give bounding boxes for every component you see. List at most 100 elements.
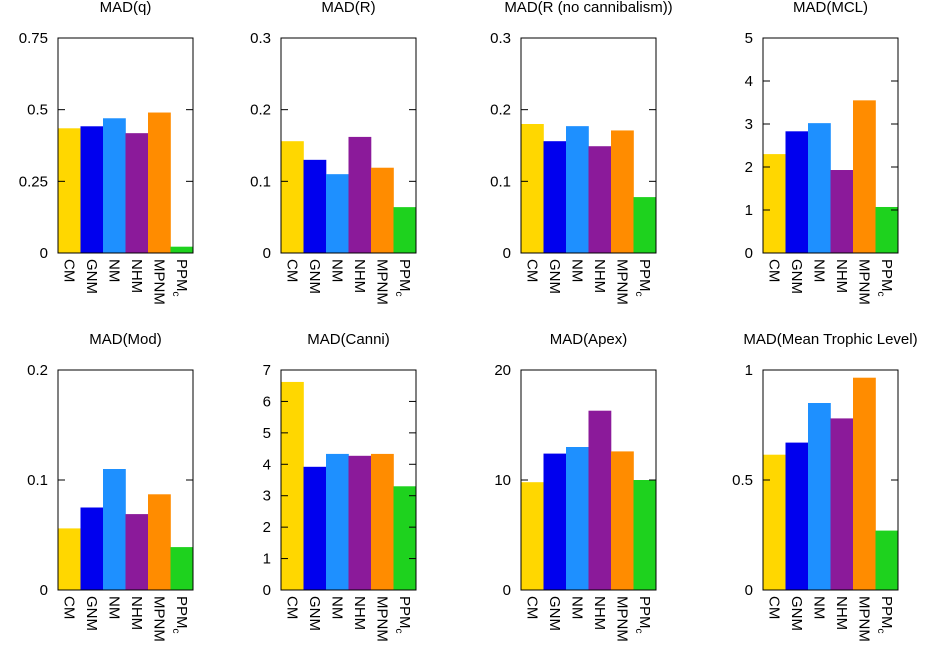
bar-mpnm bbox=[148, 112, 171, 253]
bar-nm bbox=[326, 174, 349, 253]
chart-title: MAD(Canni) bbox=[307, 331, 390, 348]
y-tick-label: 1 bbox=[745, 202, 753, 219]
x-tick-label: PPMc bbox=[633, 259, 653, 297]
y-tick-label: 0.25 bbox=[19, 173, 48, 190]
y-tick-label: 0 bbox=[503, 582, 511, 599]
y-tick-label: 0.2 bbox=[490, 102, 511, 119]
bar-mpnm bbox=[853, 377, 876, 590]
y-tick-label: 0.1 bbox=[27, 472, 48, 489]
x-tick-label: NM bbox=[105, 596, 122, 619]
x-tick-label: MPNM bbox=[150, 259, 167, 305]
bar-cm bbox=[58, 128, 81, 253]
y-tick-label: 5 bbox=[745, 30, 753, 47]
x-tick-label: NM bbox=[810, 259, 827, 282]
y-tick-label: 1 bbox=[745, 362, 753, 379]
y-tick-label: 3 bbox=[263, 488, 271, 505]
x-tick-label: NM bbox=[328, 596, 345, 619]
bar-mpnm bbox=[611, 130, 634, 253]
bar-nhm bbox=[348, 455, 372, 590]
bar-gnm bbox=[543, 453, 567, 590]
chart-panel-5: MAD(Mod) 0 0.1 0.2 CM GNM NM NHM MPNM PPMc bbox=[27, 331, 194, 642]
bar-cm bbox=[521, 482, 544, 590]
bar-mpnm bbox=[371, 167, 394, 253]
x-tick-label: PPMc bbox=[170, 259, 190, 297]
y-tick-label: 0.3 bbox=[250, 30, 271, 47]
bar-nm bbox=[566, 447, 589, 590]
x-tick-label: PPMc bbox=[393, 596, 413, 634]
chart-panel-2: MAD(R) 0 0.1 0.2 0.3 CM GNM NM NHM MPNM PPMc bbox=[250, 0, 417, 305]
x-tick-label: NHM bbox=[351, 259, 368, 293]
x-tick-label: GNM bbox=[546, 596, 563, 631]
bar-gnm bbox=[80, 507, 104, 590]
y-tick-label: 5 bbox=[263, 425, 271, 442]
y-tick-label: 4 bbox=[263, 456, 271, 473]
chart-panel-6: MAD(Canni) 0 1 2 3 4 5 6 7 CM GNM NM NHM MPNM PPMc bbox=[263, 331, 417, 642]
plot-frame bbox=[280, 37, 417, 254]
y-tick-label: 0.2 bbox=[250, 102, 271, 119]
chart-panel-8: MAD(Mean Trophic Level) 0 0.5 1 CM GNM NM NHM MP… bbox=[732, 331, 917, 642]
x-tick-label: CM bbox=[60, 596, 77, 619]
x-tick-label: MPNM bbox=[613, 596, 630, 642]
bar-gnm bbox=[80, 126, 104, 253]
bar-cm bbox=[521, 124, 544, 253]
x-tick-label: GNM bbox=[83, 259, 100, 294]
bar-cm bbox=[281, 141, 304, 253]
bar-mpnm bbox=[371, 453, 394, 590]
bar-nhm bbox=[588, 410, 612, 590]
x-tick-label: GNM bbox=[306, 596, 323, 631]
y-tick-label: 0 bbox=[263, 245, 271, 262]
x-tick-label: GNM bbox=[788, 259, 805, 294]
chart-title: MAD(R) bbox=[321, 0, 375, 16]
chart-title: MAD(Apex) bbox=[550, 331, 628, 348]
y-tick-label: 0 bbox=[745, 245, 753, 262]
bar-nm bbox=[326, 453, 349, 590]
bar-nhm bbox=[830, 170, 854, 253]
y-tick-label: 0.3 bbox=[490, 30, 511, 47]
x-tick-label: MPNM bbox=[855, 259, 872, 305]
y-tick-label: 0.5 bbox=[27, 102, 48, 119]
bar-nm bbox=[808, 123, 831, 253]
x-tick-label: CM bbox=[60, 259, 77, 282]
y-tick-label: 0 bbox=[40, 245, 48, 262]
x-tick-label: CM bbox=[523, 596, 540, 619]
x-tick-label: NHM bbox=[128, 596, 145, 630]
x-tick-label: NHM bbox=[128, 259, 145, 293]
x-tick-label: PPMc bbox=[170, 596, 190, 634]
x-tick-label: CM bbox=[283, 259, 300, 282]
bar-mpnm bbox=[611, 451, 634, 590]
y-tick-label: 4 bbox=[745, 73, 753, 90]
chart-title: MAD(MCL) bbox=[793, 0, 868, 16]
x-tick-label: NHM bbox=[351, 596, 368, 630]
y-tick-label: 0.5 bbox=[732, 472, 753, 489]
y-tick-label: 6 bbox=[263, 393, 271, 410]
bar-ppmc bbox=[875, 206, 899, 253]
bar-cm bbox=[763, 454, 786, 590]
bar-gnm bbox=[785, 442, 809, 590]
chart-panel-3: MAD(R (no cannibalism)) 0 0.1 0.2 0.3 CM GNM NM… bbox=[490, 0, 673, 305]
bar-gnm bbox=[543, 141, 567, 253]
y-tick-label: 10 bbox=[494, 472, 511, 489]
bar-nm bbox=[566, 126, 589, 253]
bar-ppmc bbox=[633, 197, 657, 253]
x-tick-label: PPMc bbox=[875, 259, 895, 297]
x-tick-label: NHM bbox=[591, 596, 608, 630]
bar-nm bbox=[103, 469, 126, 590]
y-tick-label: 0.2 bbox=[27, 362, 48, 379]
plot-frame bbox=[520, 37, 657, 254]
y-tick-label: 7 bbox=[263, 362, 271, 379]
x-tick-label: NM bbox=[568, 259, 585, 282]
bar-nhm bbox=[830, 418, 854, 590]
x-tick-label: GNM bbox=[788, 596, 805, 631]
bar-nhm bbox=[125, 133, 149, 253]
x-tick-label: CM bbox=[523, 259, 540, 282]
y-tick-label: 20 bbox=[494, 362, 511, 379]
chart-panel-1: MAD(q) 0 0.25 0.5 0.75 CM GNM NM NHM MPNM PPMc bbox=[19, 0, 194, 305]
x-tick-label: MPNM bbox=[613, 259, 630, 305]
bar-ppmc bbox=[633, 480, 657, 590]
chart-panel-7: MAD(Apex) 0 10 20 CM GNM NM NHM MPNM PPMc bbox=[494, 331, 657, 642]
x-tick-label: GNM bbox=[546, 259, 563, 294]
chart-title: MAD(Mean Trophic Level) bbox=[743, 331, 917, 348]
x-tick-label: NM bbox=[328, 259, 345, 282]
x-tick-label: PPMc bbox=[393, 259, 413, 297]
